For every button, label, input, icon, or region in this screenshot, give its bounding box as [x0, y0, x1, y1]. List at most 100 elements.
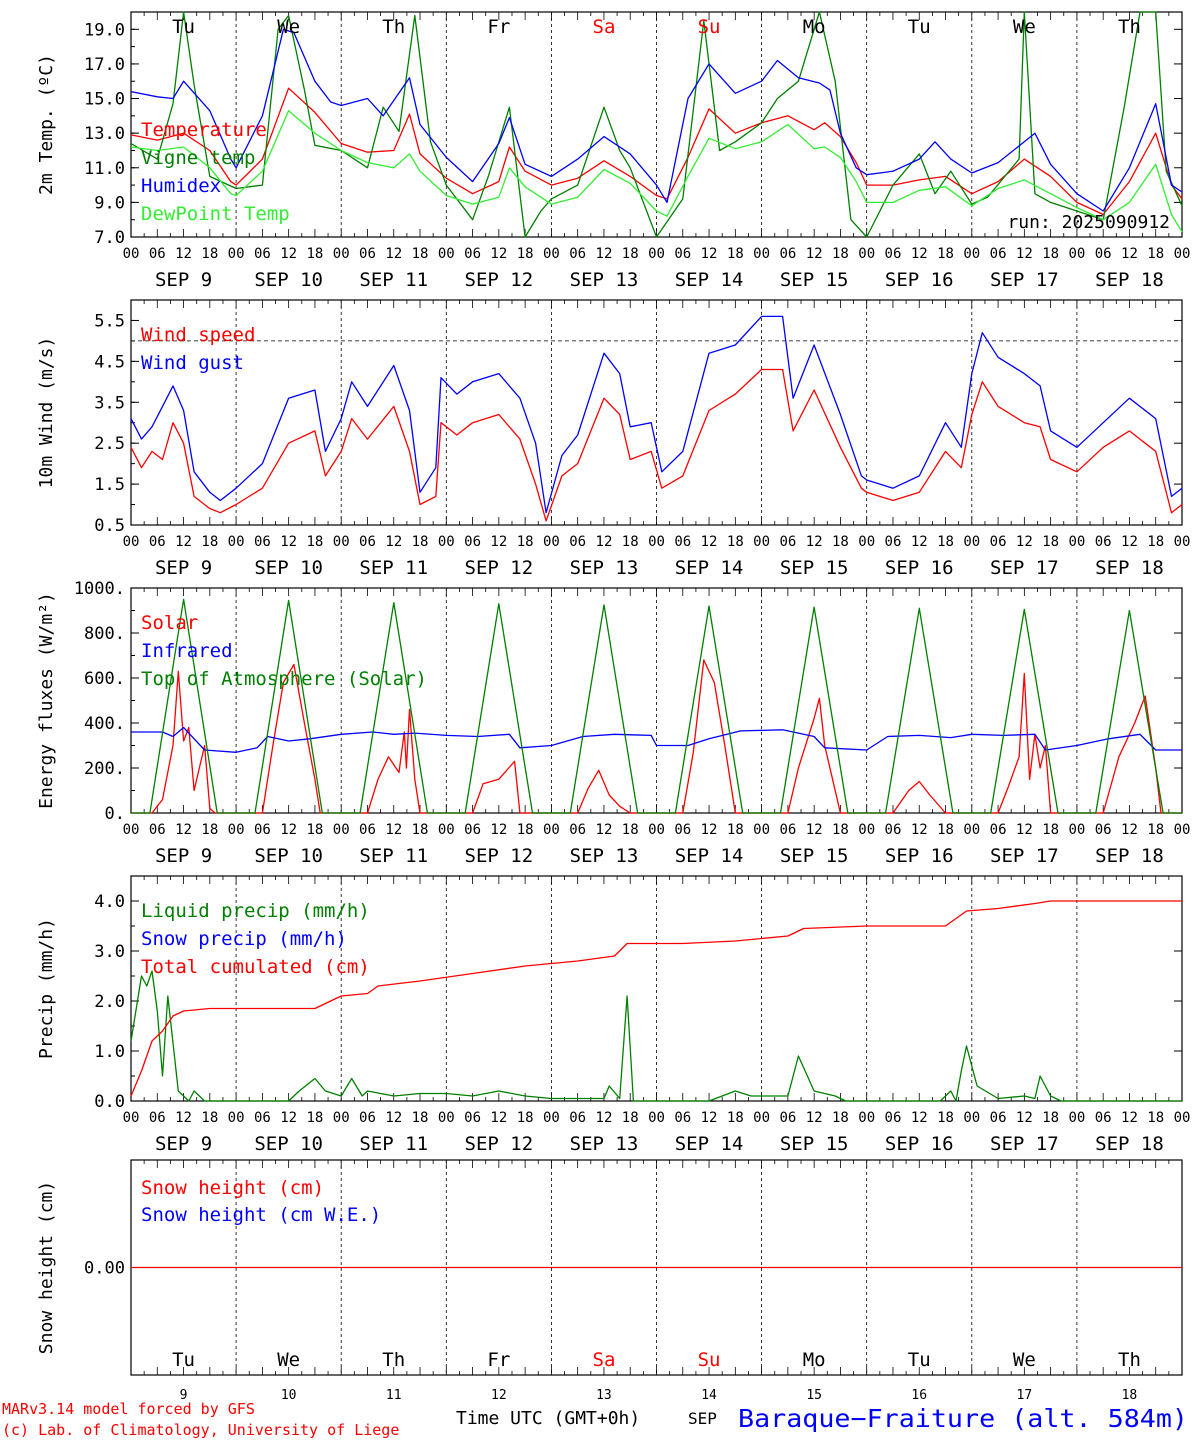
hour-tick-label: 18: [622, 1110, 639, 1126]
series-line-wind-speed: [130, 368, 1183, 522]
hour-tick-label: 00: [963, 534, 980, 550]
hour-tick-label: 12: [385, 246, 402, 262]
series-line-top-of-atmosphere-solar-: [131, 598, 1182, 814]
y-axis-label: 2m Temp. (ºC): [36, 54, 57, 195]
legend-entry: Snow height (cm W.E.): [141, 1204, 381, 1226]
hour-tick-label: 18: [622, 246, 639, 262]
hour-tick-label: 00: [543, 822, 560, 838]
hour-tick-label: 06: [1095, 246, 1112, 262]
hour-tick-label: 00: [858, 246, 875, 262]
hour-tick-label: 00: [228, 534, 245, 550]
hour-tick-label: 12: [806, 534, 823, 550]
legend-entry: Liquid precip (mm/h): [141, 900, 370, 922]
series-line-dewpoint-temp: [130, 110, 1183, 233]
hour-tick-label: 00: [858, 534, 875, 550]
y-axis-label: Energy fluxes (W/m²): [36, 592, 57, 809]
hour-tick-label: 18: [306, 534, 323, 550]
weekday-label: Mo: [803, 1349, 826, 1371]
hour-tick-label: 06: [464, 1110, 481, 1126]
y-tick-label: 4.0: [94, 892, 125, 912]
date-label: SEP 12: [465, 1133, 534, 1155]
hour-tick-label: 18: [412, 534, 429, 550]
hour-tick-label: 18: [306, 822, 323, 838]
date-label: SEP 15: [780, 269, 849, 291]
hour-tick-label: 18: [1147, 534, 1164, 550]
hour-tick-label: 18: [517, 822, 534, 838]
weekday-label: Mo: [803, 16, 826, 38]
hour-tick-label: 00: [648, 1110, 665, 1126]
y-tick-label: 0.5: [94, 516, 125, 536]
hour-tick-label: 06: [674, 534, 691, 550]
y-axis-label: Snow height (cm): [36, 1181, 57, 1354]
copyright-credit: (c) Lab. of Climatology, University of L…: [2, 1421, 399, 1439]
hour-tick-label: 12: [1121, 534, 1138, 550]
y-tick-label: 600.: [84, 669, 125, 689]
hour-tick-label: 12: [911, 1110, 928, 1126]
x-axis-title: Time UTC (GMT+0h): [456, 1408, 640, 1429]
legend-entry: Snow height (cm): [141, 1177, 324, 1199]
weekday-label: We: [1013, 16, 1036, 38]
date-number-label: 11: [386, 1388, 402, 1403]
hour-tick-label: 00: [1068, 534, 1085, 550]
date-label: SEP 14: [675, 269, 744, 291]
date-label: SEP 18: [1095, 269, 1164, 291]
date-label: SEP 9: [155, 1133, 212, 1155]
panel-frame: [130, 299, 1183, 526]
hour-tick-label: 00: [438, 822, 455, 838]
date-number-label: 18: [1122, 1388, 1138, 1403]
weekday-label: Th: [1118, 16, 1141, 38]
hour-tick-label: 12: [596, 1110, 613, 1126]
date-label: SEP 11: [359, 845, 428, 867]
hour-tick-label: 18: [832, 534, 849, 550]
hour-tick-label: 00: [1174, 822, 1191, 838]
hour-tick-label: 00: [543, 246, 560, 262]
date-label: SEP 15: [780, 557, 849, 579]
hour-tick-label: 06: [359, 534, 376, 550]
weekday-label: Th: [382, 1349, 405, 1371]
hour-tick-label: 06: [359, 1110, 376, 1126]
hour-tick-label: 06: [674, 1110, 691, 1126]
panel-frame: [130, 587, 1183, 814]
hour-tick-label: 06: [569, 1110, 586, 1126]
hour-tick-label: 18: [727, 246, 744, 262]
hour-tick-label: 18: [517, 534, 534, 550]
hour-tick-label: 00: [1068, 822, 1085, 838]
y-tick-label: 0.: [105, 804, 125, 824]
hour-tick-label: 18: [727, 822, 744, 838]
panel-snow: 0.00 Snow height (cm) Snow height (cm) Snow…: [36, 1159, 1183, 1376]
hour-tick-label: 00: [228, 246, 245, 262]
date-label: SEP 14: [675, 557, 744, 579]
hour-tick-label: 18: [937, 822, 954, 838]
hour-tick-label: 12: [490, 534, 507, 550]
hour-tick-label: 18: [306, 1110, 323, 1126]
series-line-liquid-precip-mm-h-: [130, 970, 1182, 1102]
hour-tick-label: 12: [701, 534, 718, 550]
legend-entry: Infrared: [141, 640, 233, 662]
y-tick-label: 200.: [84, 759, 125, 779]
hour-tick-label: 06: [464, 534, 481, 550]
hour-tick-label: 06: [990, 534, 1007, 550]
legend-entry: Humidex: [141, 175, 221, 197]
y-tick-label: 400.: [84, 714, 125, 734]
weekday-label: Th: [382, 16, 405, 38]
date-label: SEP 9: [155, 269, 212, 291]
hour-tick-label: 12: [911, 534, 928, 550]
hour-tick-label: 12: [701, 1110, 718, 1126]
hour-tick-label: 18: [832, 1110, 849, 1126]
hour-tick-label: 18: [1147, 822, 1164, 838]
hour-tick-label: 18: [201, 246, 218, 262]
date-number-label: 16: [911, 1388, 927, 1403]
hour-tick-label: 12: [1016, 534, 1033, 550]
hour-tick-label: 18: [937, 246, 954, 262]
weekday-label: Th: [1118, 1349, 1141, 1371]
hour-tick-label: 12: [596, 246, 613, 262]
y-tick-label: 3.5: [94, 393, 125, 413]
date-label: SEP 17: [990, 1133, 1059, 1155]
hour-tick-label: 18: [1147, 1110, 1164, 1126]
hour-tick-label: 06: [885, 534, 902, 550]
hour-tick-label: 18: [727, 534, 744, 550]
hour-tick-label: 12: [701, 822, 718, 838]
hour-tick-label: 06: [779, 822, 796, 838]
hour-tick-label: 06: [569, 534, 586, 550]
